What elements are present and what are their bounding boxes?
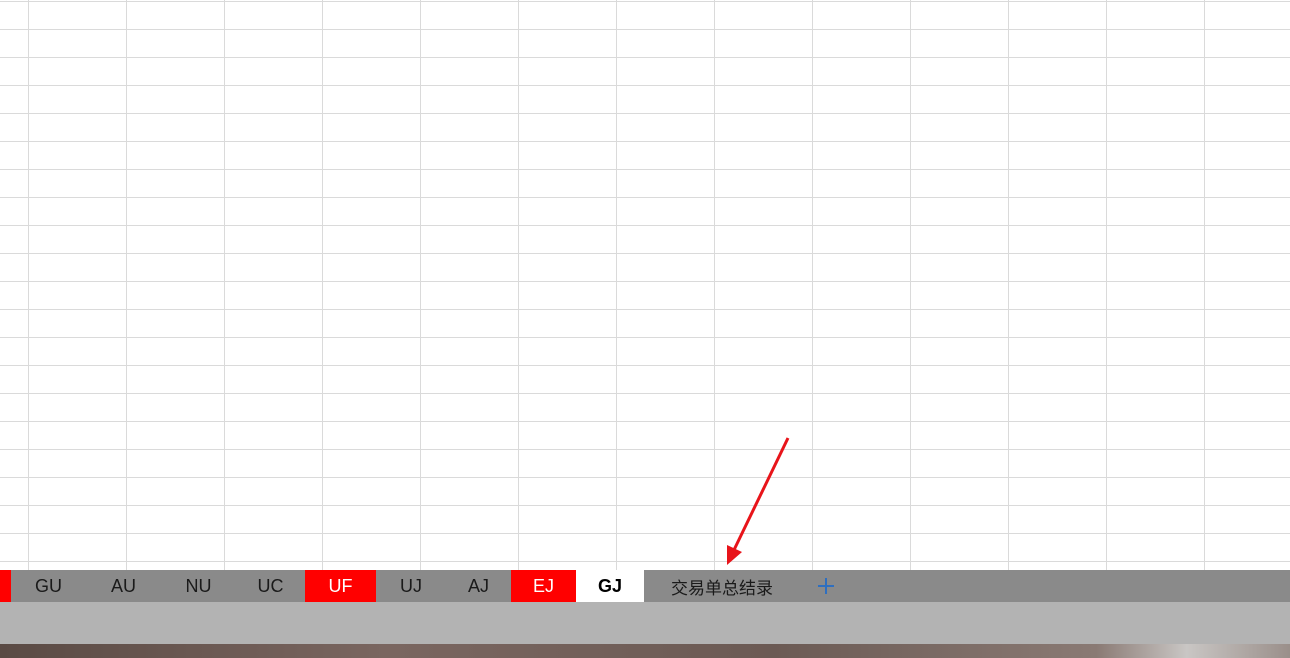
sheet-tab-aj[interactable]: AJ [446,570,511,602]
sheet-tab-uc[interactable]: UC [236,570,305,602]
status-bar [0,602,1290,644]
spreadsheet-grid[interactable] [0,0,1290,570]
sheet-tab-label: EJ [532,575,554,596]
sheet-tab-label: GJ [597,575,622,596]
sheet-tab-label: UF [328,575,353,596]
sheet-tab-gj[interactable]: GJ [576,570,644,602]
sheet-tab-nu[interactable]: NU [161,570,236,602]
add-sheet-button[interactable] [812,570,840,602]
sheet-tab-label: UC [257,575,284,596]
sheet-tab-partial[interactable] [0,570,11,602]
sheet-tab-label: AU [110,575,136,596]
sheet-tab-uf[interactable]: UF [305,570,376,602]
sheet-tab-label: GU [35,575,62,596]
desktop-background-strip [0,644,1290,658]
sheet-tab-ej[interactable]: EJ [511,570,576,602]
sheet-tab-gu[interactable]: GU [11,570,86,602]
sheet-tab-uj[interactable]: UJ [376,570,446,602]
sheet-tab-trade-summary[interactable]: 交易单总结录 [644,570,800,602]
sheet-tab-label: NU [185,575,212,596]
sheet-tab-label: 交易单总结录 [671,578,773,599]
sheet-tab-label: AJ [467,575,489,596]
sheet-tab-bar: GU AU NU UC UF UJ AJ EJ GJ 交易单总结录 [0,570,1290,602]
plus-icon [818,578,834,594]
sheet-tab-au[interactable]: AU [86,570,161,602]
sheet-tab-label: UJ [400,575,422,596]
